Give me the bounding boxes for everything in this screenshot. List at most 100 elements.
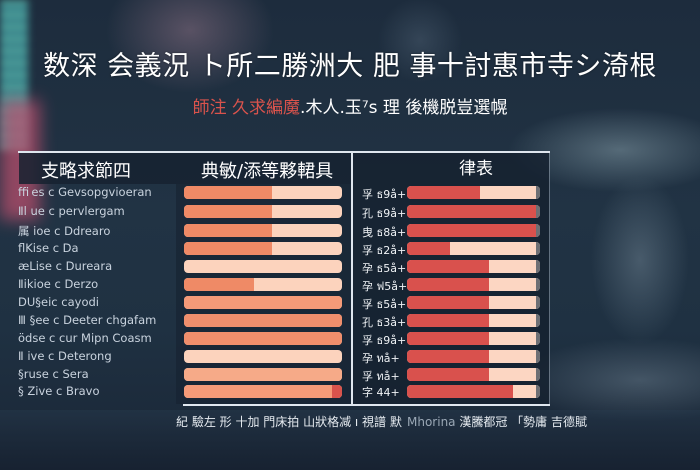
subtitle-highlight: 師注 久求編魔: [192, 98, 301, 118]
left-bar: [184, 314, 342, 327]
right-bar-end-cap: [536, 314, 540, 327]
left-bars-area: [176, 184, 351, 404]
right-row-label: 孚 ธ9å+: [362, 334, 407, 347]
right-row-label: 孕 ธ5å+: [362, 262, 407, 275]
right-row-label: 孚 ทå+: [362, 370, 400, 383]
right-bar: [407, 186, 540, 199]
right-panel-header: 律表: [353, 154, 549, 179]
right-bar-fill: [407, 260, 490, 273]
right-bar: [407, 205, 540, 218]
right-row-label: 孚 ธ9å+: [362, 188, 407, 201]
right-bar-end-cap: [536, 350, 540, 363]
frame-right-edge: [549, 153, 550, 404]
right-bar: [407, 224, 540, 237]
left-bar: [184, 186, 342, 199]
left-bar-fill: [184, 385, 342, 398]
panel-divider: [351, 151, 353, 406]
left-caption: 紀 驗左 形 十加 門床拍 山狀格减 ı 視譜 默: [176, 415, 402, 429]
right-bar-fill: [407, 368, 490, 381]
frame-top-line: [18, 151, 550, 153]
left-bar: [184, 224, 342, 237]
right-bar-end-cap: [536, 260, 540, 273]
right-bar-fill: [407, 385, 514, 398]
left-bar: [184, 350, 342, 363]
left-bar-fill: [184, 186, 273, 199]
right-bar-fill: [407, 205, 540, 218]
right-bar-end-cap: [536, 385, 540, 398]
right-caption-text: 漢騰都冠 「勢庸 吉德賦: [455, 415, 587, 429]
left-row-label: æLise c Dureara: [18, 259, 113, 273]
left-panel-header: 支略求節四 典敏/添等夥輑具: [19, 153, 351, 184]
right-bar-end-cap: [536, 278, 540, 291]
right-bar: [407, 385, 540, 398]
left-bar-fill: [184, 314, 342, 327]
right-bar-fill: [407, 224, 540, 237]
left-row-label: Ⅱikioe c Derzo: [18, 277, 99, 291]
right-row-label: 孕 ทå+: [362, 352, 400, 365]
left-row-label: Ⅱ ive c Deterong: [18, 349, 112, 363]
right-bar-fill: [407, 332, 490, 345]
left-bar-fill: [184, 368, 342, 381]
subtitle-rest: .木人.玉⁷s 理 後機脱豈選幌: [300, 98, 508, 118]
right-row-label: 孔 ธ3å+: [362, 316, 407, 329]
right-bar-end-cap: [536, 186, 540, 199]
right-row-label: 曳 ธ8å+: [362, 226, 407, 239]
floor-haze: [0, 410, 700, 470]
right-bar-end-cap: [536, 368, 540, 381]
left-row-label: ffi es c Gevsopgvioeran: [18, 185, 152, 199]
left-bar-fill: [184, 224, 273, 237]
left-bar-fill: [184, 296, 342, 309]
left-row-label: Ⅱl ue c pervlergam: [18, 204, 125, 218]
right-bar-fill: [407, 296, 490, 309]
left-bar-fill: [184, 205, 273, 218]
right-bar-fill: [407, 186, 481, 199]
right-bar-end-cap: [536, 205, 540, 218]
right-bar-end-cap: [536, 224, 540, 237]
right-bar-fill: [407, 314, 490, 327]
right-row-label: 字 44+: [362, 386, 400, 399]
left-row-label: § Zive c Bravo: [18, 384, 100, 398]
right-bar-fill: [407, 278, 490, 291]
right-bar-fill: [407, 242, 450, 255]
right-row-label: 孚 ธ2å+: [362, 244, 407, 257]
right-row-label: 孔 ธ9å+: [362, 207, 407, 220]
left-row-label: DU§eic cayodi: [18, 295, 99, 309]
right-bar: [407, 314, 540, 327]
left-bar-fill: [184, 242, 273, 255]
right-bar-fill: [407, 350, 490, 363]
right-bar: [407, 350, 540, 363]
right-bar: [407, 368, 540, 381]
left-row-label: ödse c cur Mipn Coasm: [18, 331, 152, 345]
right-row-label: 孚 ธ5å+: [362, 298, 407, 311]
right-bar: [407, 332, 540, 345]
left-bar-red-tip: [332, 385, 342, 398]
left-header-metric: 典敏/添等夥輑具: [201, 161, 334, 182]
poster-title: 数深 会義況 ト所二勝洲大 肥 事十討惠市寺シ渏根: [43, 51, 657, 82]
poster-subtitle: 師注 久求編魔.木人.玉⁷s 理 後機脱豈選幌: [0, 93, 700, 118]
left-bar: [184, 385, 342, 398]
right-row-label: 孕 ฟ5å+: [362, 280, 408, 293]
right-bar: [407, 278, 540, 291]
left-bar: [184, 205, 342, 218]
left-bar: [184, 278, 342, 291]
left-bar: [184, 368, 342, 381]
left-bar-fill: [184, 278, 254, 291]
right-header-label: 律表: [459, 159, 493, 179]
left-row-label: 属 ioe c Ddrearo: [18, 224, 111, 238]
left-header-category: 支略求節四: [41, 161, 131, 182]
left-bar: [184, 296, 342, 309]
left-bar: [184, 260, 342, 273]
left-bar: [184, 242, 342, 255]
left-bar-fill: [184, 332, 342, 345]
right-bar-end-cap: [536, 296, 540, 309]
right-bar: [407, 296, 540, 309]
frame-bottom-line: [183, 404, 550, 406]
right-bar: [407, 242, 540, 255]
left-row-label: flKise c Da: [18, 241, 79, 255]
right-caption-brand: Mhorina: [407, 415, 456, 429]
left-row-label: §ruse c Sera: [18, 367, 89, 381]
right-caption: Mhorina 漢騰都冠 「勢庸 吉德賦: [407, 413, 587, 430]
right-bar: [407, 260, 540, 273]
left-row-label: Ⅲ §ee c Deeter chgafam: [18, 313, 157, 327]
right-bar-end-cap: [536, 332, 540, 345]
